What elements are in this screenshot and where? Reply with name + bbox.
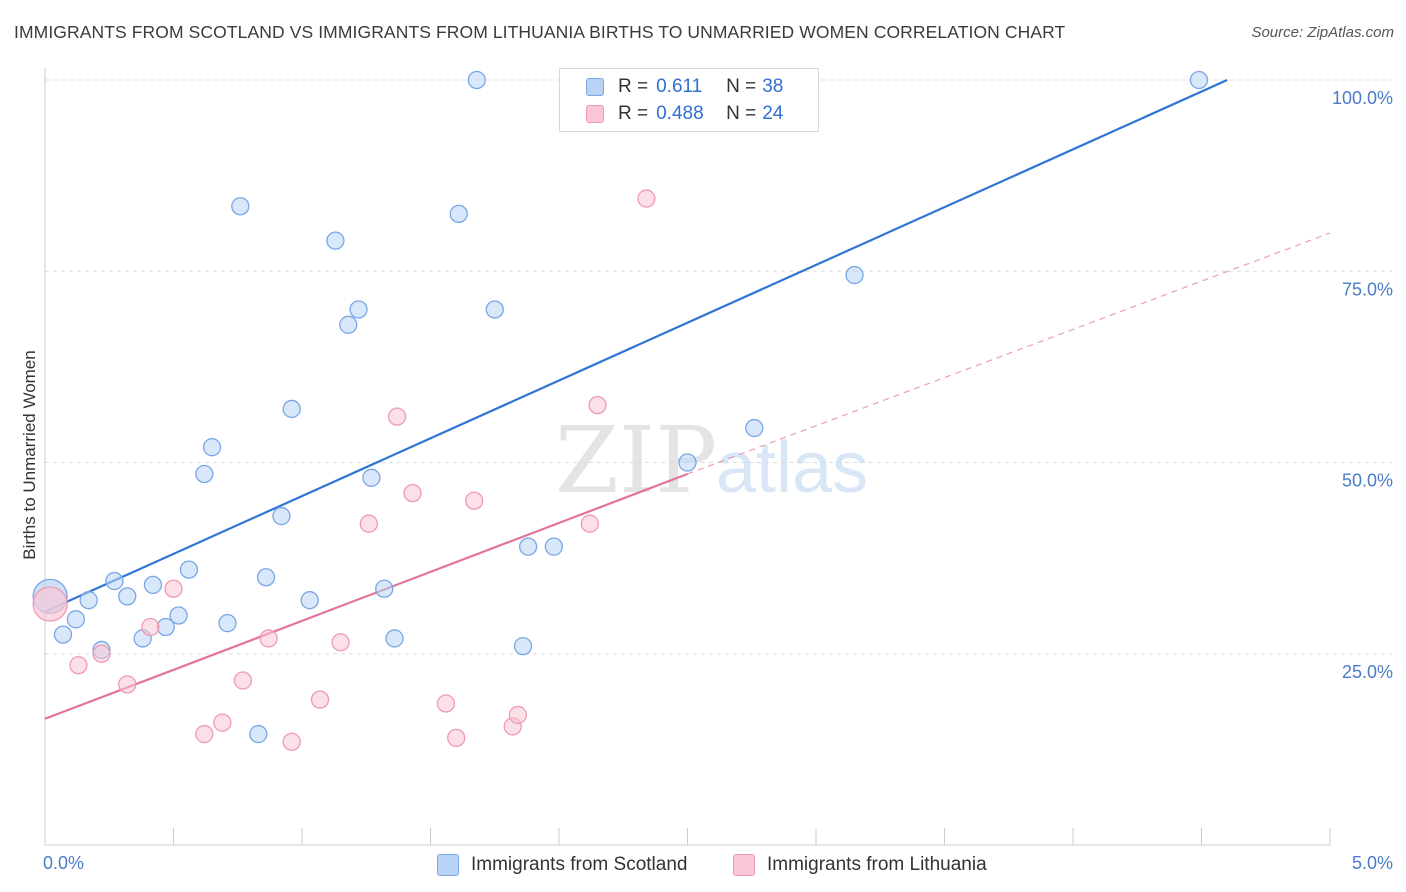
series-legend-lithuania: Immigrants from Lithuania [733, 852, 987, 878]
chart-title: IMMIGRANTS FROM SCOTLAND VS IMMIGRANTS F… [14, 22, 1066, 42]
scotland-point [169, 606, 188, 625]
scotland-point [544, 537, 564, 556]
lithuania-point [282, 732, 301, 751]
watermark-atlas: atlas [716, 428, 868, 508]
lithuania-point [637, 189, 656, 208]
scotland-point [195, 464, 214, 484]
lithuania-point [69, 656, 88, 675]
lithuania-swatch [586, 105, 604, 123]
scotland-point [519, 537, 538, 556]
scotland-point [1189, 70, 1209, 90]
y-tick-label: 50.0% [1342, 471, 1393, 491]
legend-lithuania-swatch [733, 854, 755, 876]
lithuania-point [233, 671, 253, 690]
series-legend-scotland: Immigrants from Scotland [437, 852, 687, 878]
lithuania-point [310, 690, 330, 709]
legend-lithuania-label: Immigrants from Lithuania [767, 854, 987, 875]
x-tick-label: 5.0% [1352, 853, 1393, 873]
scotland-point [678, 453, 697, 472]
lithuania-point [580, 514, 599, 533]
y-tick-label: 100.0% [1332, 88, 1393, 108]
scotland-r-value: 0.611 [656, 76, 703, 97]
lithuania-point [447, 728, 466, 748]
scotland-swatch [586, 78, 604, 96]
lithuania-point [213, 713, 232, 732]
scotland-point [362, 468, 381, 487]
correlation-legend: R = 0.611 N = 38 R = 0.488 N = 24 [559, 68, 819, 132]
lithuania-point [195, 724, 214, 744]
lithuania-trend-line [44, 472, 688, 720]
scotland-point [79, 591, 98, 610]
lithuania-point [436, 694, 456, 713]
lithuania-point [164, 579, 183, 598]
lithuania-r-value: 0.488 [656, 103, 704, 124]
legend-scotland-swatch [437, 854, 459, 876]
scotland-point [202, 438, 222, 457]
lithuania-trend-extension [687, 232, 1331, 475]
tick-labels: 25.0% 50.0% 75.0% 100.0% 0.0% 5.0% [43, 88, 1393, 873]
scotland-point [513, 636, 533, 656]
scotland-point [282, 399, 301, 419]
y-axis-label: Births to Unmarried Women [20, 350, 39, 559]
lithuania-point [92, 644, 111, 663]
scotland-point [272, 506, 291, 526]
trend-lines [44, 78, 1331, 720]
y-tick-label: 75.0% [1342, 279, 1393, 299]
scotland-point [339, 315, 358, 334]
legend-row-lithuania: R = 0.488 N = 24 [586, 102, 783, 126]
legend-row-scotland: R = 0.611 N = 38 [586, 75, 783, 99]
scotland-point [179, 560, 199, 579]
scotland-point [349, 300, 368, 319]
lithuania-n-value: 24 [762, 103, 784, 124]
scotland-point [300, 591, 319, 610]
lithuania-point [387, 407, 407, 426]
x-tick-label: 0.0% [43, 853, 84, 873]
lithuania-point [331, 633, 350, 652]
y-tick-label: 25.0% [1342, 662, 1393, 682]
scotland-point [256, 568, 276, 587]
scotland-point [218, 614, 237, 633]
scotland-point [745, 418, 764, 438]
scotland-n-value: 38 [762, 76, 784, 97]
scotland-point [375, 579, 394, 598]
legend-scotland-label: Immigrants from Scotland [471, 854, 688, 875]
lithuania-point [141, 617, 160, 637]
scotland-point [53, 625, 73, 644]
scotland-point [385, 629, 404, 648]
scotland-r-label: R = [618, 76, 649, 97]
scotland-point [105, 571, 124, 591]
watermark: ZIP atlas [555, 407, 868, 514]
scotland-point [143, 575, 163, 595]
lithuania-point [508, 705, 528, 725]
scotland-point [249, 724, 268, 744]
scotland-point [118, 587, 137, 606]
lithuania-r-label: R = [618, 103, 649, 124]
gridlines [45, 79, 1392, 655]
scotland-n-label: N = [726, 76, 757, 97]
scotland-point [467, 70, 486, 90]
lithuania-point [403, 483, 422, 503]
scotland-point [326, 231, 345, 250]
scotland-point [449, 204, 468, 224]
axes [44, 68, 1331, 846]
lithuania-n-label: N = [726, 103, 757, 124]
lithuania-point [588, 395, 607, 415]
scotland-point [845, 265, 864, 285]
lithuania-point [118, 675, 137, 694]
lithuania-point [465, 491, 484, 510]
scotland-point [485, 300, 504, 319]
lithuania-point [259, 629, 278, 648]
scotland-trend-line [44, 78, 1228, 613]
scotland-point [231, 197, 250, 216]
lithuania-point [32, 586, 68, 622]
source-credit: Source: ZipAtlas.com [1251, 24, 1394, 41]
scotland-point [66, 610, 85, 629]
lithuania-point [359, 514, 378, 533]
